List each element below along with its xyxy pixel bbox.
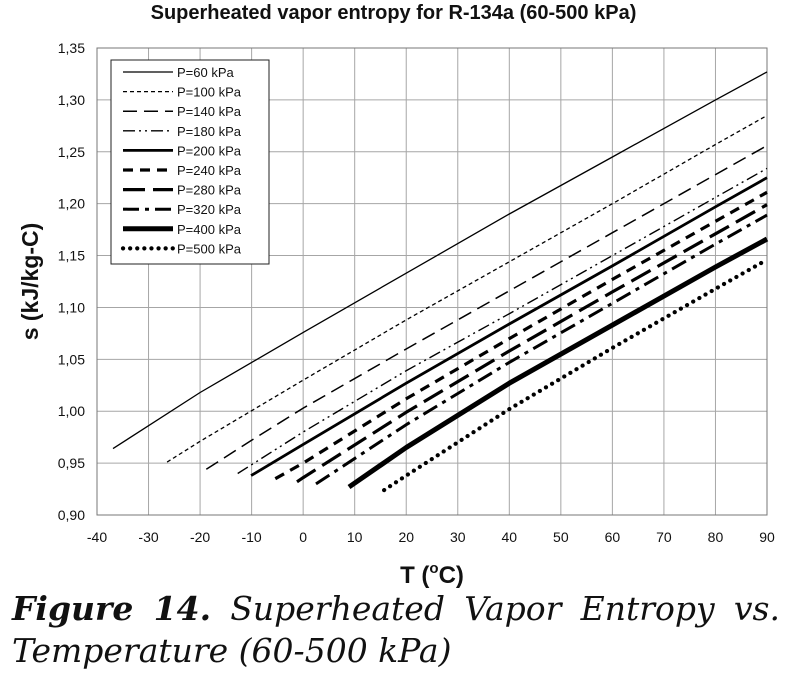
entropy-line-chart: -40 -30 -20 -10 0 10 20 30 40 50 60 70 80 90 0,90 0,95 1… [17,40,775,589]
series-line-p-500-kpa [382,257,770,493]
x-tick-label: 10 [347,529,363,545]
x-tick-label: 90 [759,529,775,545]
chart-title: Superheated vapor entropy for R-134a (60… [150,2,637,24]
y-tick-label: 1,35 [58,40,85,56]
x-tick-label: 0 [299,529,307,545]
x-tick-label: 80 [708,529,724,545]
legend-label: P=500 kPa [177,241,242,256]
y-tick-label: 1,25 [58,144,85,160]
x-tick-label: -20 [190,529,210,545]
y-tick-label: 1,00 [58,403,85,419]
y-tick-label: 1,30 [58,92,85,108]
legend-label: P=140 kPa [177,104,242,119]
legend-label: P=240 kPa [177,163,242,178]
x-tick-label: -10 [241,529,261,545]
y-tick-label: 0,95 [58,455,85,471]
series-line-p-200-kpa [250,176,768,477]
legend: P=60 kPa P=100 kPa P=140 kPa P=180 kPa P=200… [110,59,270,265]
legend-label: P=280 kPa [177,183,242,198]
x-tick-label: 20 [398,529,414,545]
series-line-p-140-kpa [205,144,768,470]
y-tick-label: 1,05 [58,351,85,367]
y-tick-label: 0,90 [58,507,85,523]
y-tick-label: 1,15 [58,248,85,264]
series-line-p-60-kpa [112,71,768,450]
legend-label: P=100 kPa [177,85,242,100]
series-line-p-180-kpa [237,167,768,475]
x-tick-label: -40 [87,529,107,545]
legend-label: P=180 kPa [177,124,242,139]
series-line-p-280-kpa [296,203,768,484]
series-line-p-100-kpa [166,114,768,463]
figure-caption: Figure 14. Superheated Vapor Entropy vs.… [12,588,780,672]
legend-label: P=320 kPa [177,202,242,217]
x-tick-label: 40 [502,529,518,545]
data-series [112,71,770,493]
x-tick-label: 50 [553,529,569,545]
plot-frame [96,47,768,516]
figure-caption-text: Superheated Vapor Entropy vs. Temperatur… [12,589,780,670]
x-tick-label: -30 [138,529,158,545]
legend-label: P=400 kPa [177,222,242,237]
legend-label: P=200 kPa [177,143,242,158]
figure-label: Figure 14. [12,589,212,628]
x-tick-label: 70 [656,529,672,545]
series-line-p-400-kpa [347,236,769,490]
x-tick-label: 60 [605,529,621,545]
y-tick-label: 1,10 [58,299,85,315]
series-line-p-240-kpa [274,190,768,481]
x-tick-label: 30 [450,529,466,545]
x-axis-label: T (oC) [400,560,464,589]
legend-label: P=60 kPa [177,65,235,80]
series-line-p-320-kpa [315,213,768,486]
y-tick-label: 1,20 [58,196,85,212]
y-axis-label: s (kJ/kg-C) [17,223,43,341]
axes: -40 -30 -20 -10 0 10 20 30 40 50 60 70 80 90 0,90 0,95 1… [17,40,775,589]
